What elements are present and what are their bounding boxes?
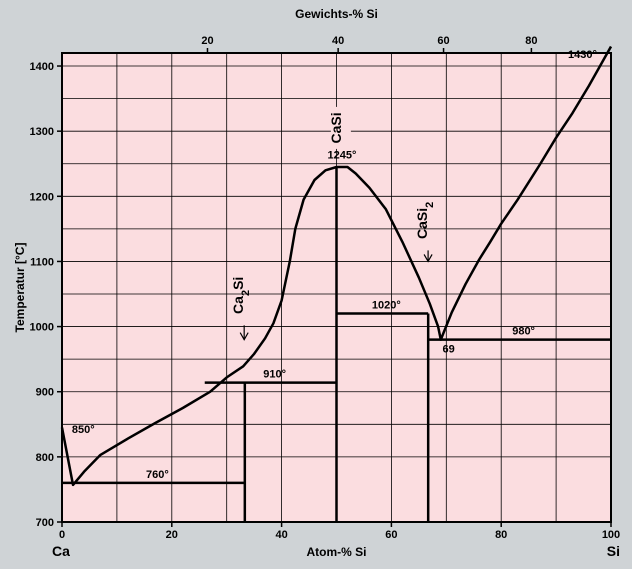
isotherm-label: 1020° [372,300,401,312]
top-tick-label: 20 [201,35,213,47]
end-label-si: Si [607,543,620,559]
liquidus-line [60,45,613,487]
isotherm-label: 910° [263,369,286,381]
axes: 700 800 900 1000 1100 1200 1300 1400 0 20 40 60 80 10… [30,35,621,541]
phase-lines [60,45,613,522]
phase-label-box [330,106,351,149]
temperature-annotation: 850° [72,424,95,436]
chart-labels: 760° 910° 1020° 980° 850° 1245° 1430° 69 Ca2Si Ca… [72,49,597,481]
x-axis-title: Atom-% Si [307,545,367,559]
phase-arrow-head [239,332,249,341]
x-tick-label: 80 [495,529,507,541]
y-tick-label: 1100 [30,256,54,268]
x-tick-label: 100 [602,529,620,541]
top-tick-label: 80 [525,35,537,47]
x-tick-label: 60 [385,529,397,541]
phase-arrow-head [423,254,433,263]
end-label-ca: Ca [52,543,70,559]
y-tick-label: 800 [36,452,54,464]
isotherm-label: 760° [146,469,169,481]
x-tick-label: 20 [166,529,178,541]
x-tick-label: 0 [59,529,65,541]
y-tick-label: 1400 [30,61,54,73]
temperature-annotation: 1245° [328,150,357,162]
plot-frame [61,52,612,523]
phase-label: Ca2Si [230,277,252,314]
y-tick-label: 1300 [30,126,54,138]
phase-label: CaSi [328,112,344,143]
y-tick-label: 1000 [30,322,54,334]
top-tick-label: 60 [437,35,449,47]
temperature-annotation: 1430° [568,49,597,61]
top-axis-title: Gewichts-% Si [295,7,378,21]
y-axis-title: Temperatur [°C] [13,243,27,333]
isotherm-label: 980° [512,326,535,338]
x-tick-label: 40 [275,529,287,541]
y-tick-label: 1200 [30,191,54,203]
top-tick-label: 40 [332,35,344,47]
temperature-annotation: 69 [442,344,454,356]
y-tick-label: 700 [36,517,54,529]
y-tick-label: 900 [36,387,54,399]
phase-label: CaSi2 [414,202,436,239]
